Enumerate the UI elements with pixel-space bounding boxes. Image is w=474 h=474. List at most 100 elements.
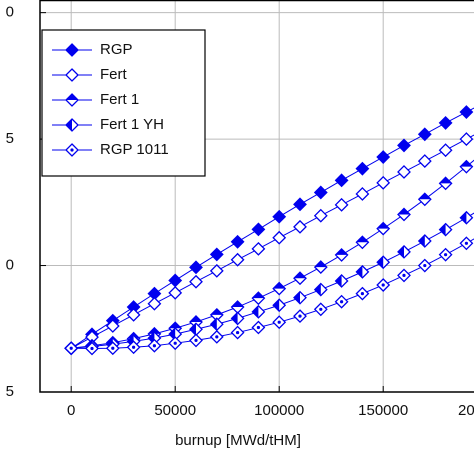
marker <box>417 192 432 207</box>
marker <box>438 143 453 158</box>
marker <box>293 271 307 286</box>
marker-fill <box>231 312 238 325</box>
marker-fill <box>90 346 94 351</box>
marker-fill <box>70 148 74 152</box>
marker-shape <box>272 230 287 245</box>
marker-fill <box>356 236 369 243</box>
marker <box>417 258 432 273</box>
marker <box>168 336 183 351</box>
marker-shape <box>189 274 203 289</box>
marker-fill <box>152 344 156 348</box>
marker-fill <box>273 299 280 312</box>
marker-fill <box>190 315 202 322</box>
marker-fill <box>377 222 390 229</box>
series-markers <box>64 236 474 356</box>
plot-frame <box>39 0 474 393</box>
marker <box>459 236 474 251</box>
marker <box>293 309 307 324</box>
marker-fill <box>360 292 364 296</box>
marker <box>65 43 79 57</box>
marker <box>65 93 79 107</box>
marker-shape <box>438 115 453 130</box>
x-tick-label: 100000 <box>254 402 304 419</box>
marker-shape <box>417 154 432 169</box>
marker-fill <box>169 328 176 341</box>
marker <box>230 234 245 249</box>
marker <box>459 210 474 225</box>
marker-shape <box>209 263 224 278</box>
marker <box>459 132 474 147</box>
marker-fill <box>236 330 240 335</box>
marker <box>355 161 370 176</box>
marker-shape <box>313 185 328 200</box>
marker <box>272 281 287 296</box>
marker <box>209 317 224 332</box>
marker <box>355 286 370 301</box>
marker <box>293 197 307 212</box>
marker-fill <box>460 160 473 167</box>
marker <box>189 260 203 275</box>
marker-fill <box>439 223 446 236</box>
marker-fill <box>66 119 72 131</box>
marker-fill <box>460 211 467 224</box>
series-line <box>71 212 474 349</box>
marker <box>209 329 224 344</box>
x-axis-label: burnup [MWd/tHM] <box>175 432 301 449</box>
marker <box>355 235 370 250</box>
marker <box>105 341 120 356</box>
marker-fill <box>273 282 286 289</box>
marker <box>459 159 474 174</box>
marker-shape <box>355 161 370 176</box>
marker <box>438 222 453 237</box>
marker-fill <box>210 318 217 331</box>
marker-fill <box>444 253 448 257</box>
marker <box>313 282 328 297</box>
marker <box>189 333 203 348</box>
marker <box>293 219 307 234</box>
marker-fill <box>398 245 404 258</box>
marker <box>251 291 266 306</box>
marker-shape <box>189 260 203 275</box>
marker <box>376 221 391 236</box>
marker <box>293 290 307 305</box>
marker-fill <box>319 307 323 311</box>
x-tick-label: 0 <box>67 402 75 419</box>
marker-fill <box>402 273 406 278</box>
marker <box>272 298 287 313</box>
marker <box>355 264 370 279</box>
marker <box>376 255 391 270</box>
marker <box>334 294 349 309</box>
marker-fill <box>231 301 244 308</box>
marker-fill <box>439 177 452 184</box>
marker-shape <box>147 296 162 311</box>
marker-shape <box>438 143 453 158</box>
marker <box>230 300 245 314</box>
marker <box>230 325 245 340</box>
marker-shape <box>293 219 307 234</box>
marker <box>334 173 349 188</box>
marker <box>397 244 411 259</box>
marker-shape <box>251 241 266 256</box>
marker-fill <box>252 305 259 318</box>
marker-fill <box>66 94 78 100</box>
marker-shape <box>168 285 183 300</box>
marker <box>85 341 99 356</box>
legend-label: Fert <box>100 66 128 83</box>
marker-shape <box>417 127 432 142</box>
marker-shape <box>209 247 224 262</box>
marker-shape <box>334 173 349 188</box>
marker-fill <box>190 323 196 336</box>
marker-shape <box>376 150 391 164</box>
marker-fill <box>294 272 306 279</box>
y-tick-label: 5 <box>6 130 14 147</box>
marker-fill <box>377 256 384 269</box>
marker-fill <box>69 346 73 350</box>
marker-fill <box>464 241 468 245</box>
marker-fill <box>314 261 327 268</box>
marker-fill <box>111 346 115 350</box>
marker-shape <box>397 138 411 153</box>
marker-fill <box>210 308 223 315</box>
marker-shape <box>230 252 245 267</box>
marker <box>313 260 328 274</box>
y-tick-label: 0 <box>6 257 14 274</box>
